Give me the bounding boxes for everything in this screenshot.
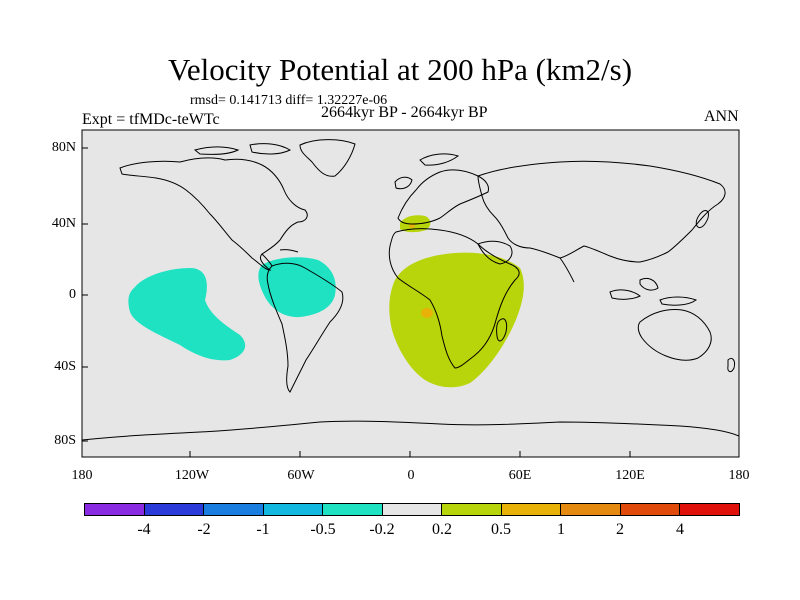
pacific-negative-region <box>128 268 246 361</box>
lon-label-60w: 60W <box>287 468 315 483</box>
colorbar-label: -4 <box>137 521 151 538</box>
lat-label-0: 0 <box>69 287 76 302</box>
time-period-label: 2664kyr BP - 2664kyr BP <box>321 104 488 121</box>
colorbar <box>84 503 741 516</box>
axis-ticks <box>82 147 631 457</box>
colorbar-label: 0.5 <box>491 521 511 538</box>
colorbar-label: -0.2 <box>369 521 395 538</box>
colorbar-label: -1 <box>256 521 270 538</box>
lat-label-40s: 40S <box>54 359 76 374</box>
lon-label-120w: 120W <box>174 468 210 483</box>
iberia-peak-region <box>409 224 415 228</box>
colorbar-box <box>262 503 324 516</box>
lon-label-180w: 180 <box>71 468 93 483</box>
colorbar-label: -0.5 <box>310 521 336 538</box>
colorbar-label: -2 <box>197 521 211 538</box>
lat-label-40n: 40N <box>51 216 76 231</box>
colorbar-box <box>143 503 205 516</box>
lat-label-80s: 80S <box>54 433 76 448</box>
africa-peak-region <box>421 308 433 318</box>
colorbar-box <box>322 503 383 516</box>
lon-label-120e: 120E <box>615 468 645 483</box>
colorbar-box <box>560 503 621 516</box>
colorbar-label: 1 <box>557 521 565 538</box>
colorbar-box <box>84 503 145 516</box>
lon-label-60e: 60E <box>508 468 532 483</box>
experiment-label: Expt = tfMDc-teWTc <box>82 111 220 128</box>
amazon-negative-region <box>258 257 336 318</box>
coastlines <box>82 139 739 441</box>
colorbar-box <box>441 503 502 516</box>
colorbar-box <box>619 503 681 516</box>
plot-title: Velocity Potential at 200 hPa (km2/s) <box>167 52 633 87</box>
colorbar-label: 4 <box>676 521 684 538</box>
colorbar-label: 2 <box>616 521 624 538</box>
colorbar-box <box>381 503 443 516</box>
colorbar-box <box>203 503 264 516</box>
rmsd-diff-stats: rmsd= 0.141713 diff= 1.32227e-06 <box>190 93 388 108</box>
lat-label-80n: 80N <box>51 140 76 155</box>
lon-label-180e: 180 <box>728 468 750 483</box>
colorbar-box <box>679 503 741 516</box>
colorbar-box <box>500 503 562 516</box>
season-label: ANN <box>704 108 739 125</box>
lon-label-0: 0 <box>407 468 415 483</box>
colorbar-label: 0.2 <box>432 521 452 538</box>
africa-positive-region <box>389 252 524 388</box>
